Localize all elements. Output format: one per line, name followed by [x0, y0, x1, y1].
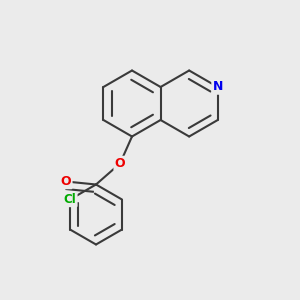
Text: Cl: Cl: [64, 193, 76, 206]
Text: O: O: [115, 157, 125, 170]
Text: O: O: [61, 175, 71, 188]
Text: N: N: [212, 80, 223, 94]
